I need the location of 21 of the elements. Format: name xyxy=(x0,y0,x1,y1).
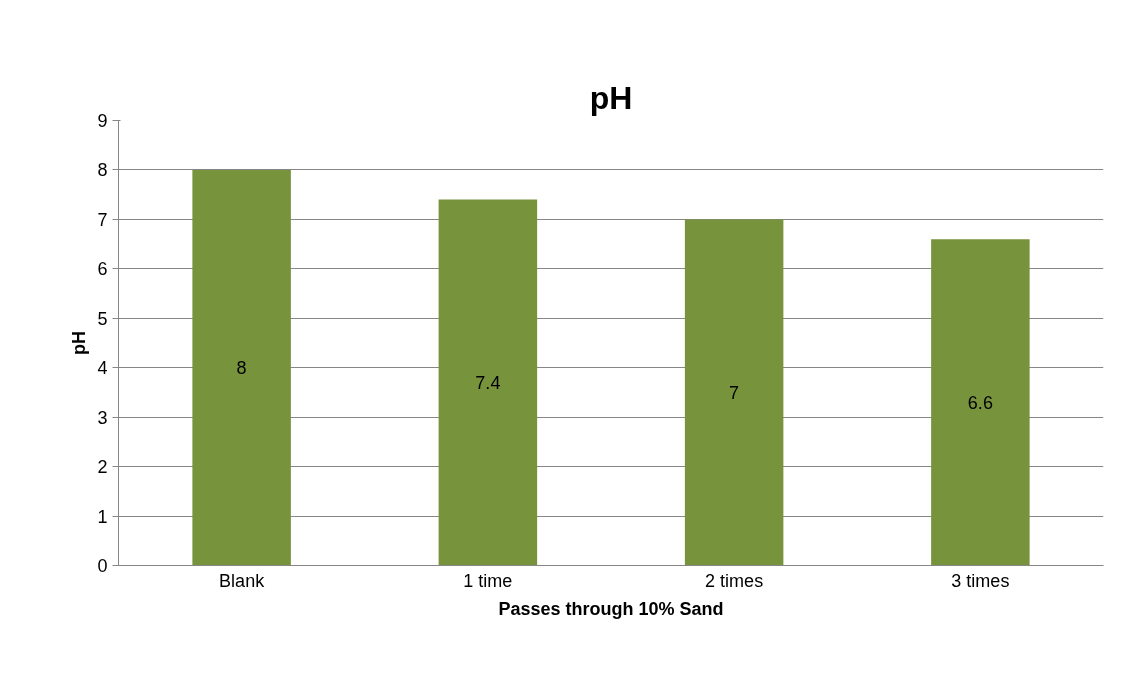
y-tick-label: 3 xyxy=(97,407,108,428)
y-tick-label: 9 xyxy=(97,111,108,131)
y-tick-label: 1 xyxy=(97,506,108,527)
chart-title: pH xyxy=(589,79,633,116)
y-tick-label: 7 xyxy=(97,209,108,230)
y-tick-label: 2 xyxy=(97,457,108,478)
x-axis-title: Passes through 10% Sand xyxy=(498,598,724,619)
data-label: 8 xyxy=(236,358,247,379)
y-tick-label: 5 xyxy=(97,308,108,329)
data-label: 7.4 xyxy=(475,373,501,394)
x-tick-label: 2 times xyxy=(705,570,764,591)
y-tick-label: 8 xyxy=(97,160,108,181)
y-tick-label: 0 xyxy=(97,556,108,576)
x-tick-label: 3 times xyxy=(951,570,1010,591)
data-label: 6.6 xyxy=(967,392,993,413)
x-tick-label: 1 time xyxy=(463,570,513,591)
y-tick-label: 6 xyxy=(97,259,108,280)
x-tick-label: Blank xyxy=(219,570,266,591)
data-label: 7 xyxy=(729,382,740,403)
y-tick-label: 4 xyxy=(97,358,108,379)
y-axis-title: pH xyxy=(69,331,90,355)
